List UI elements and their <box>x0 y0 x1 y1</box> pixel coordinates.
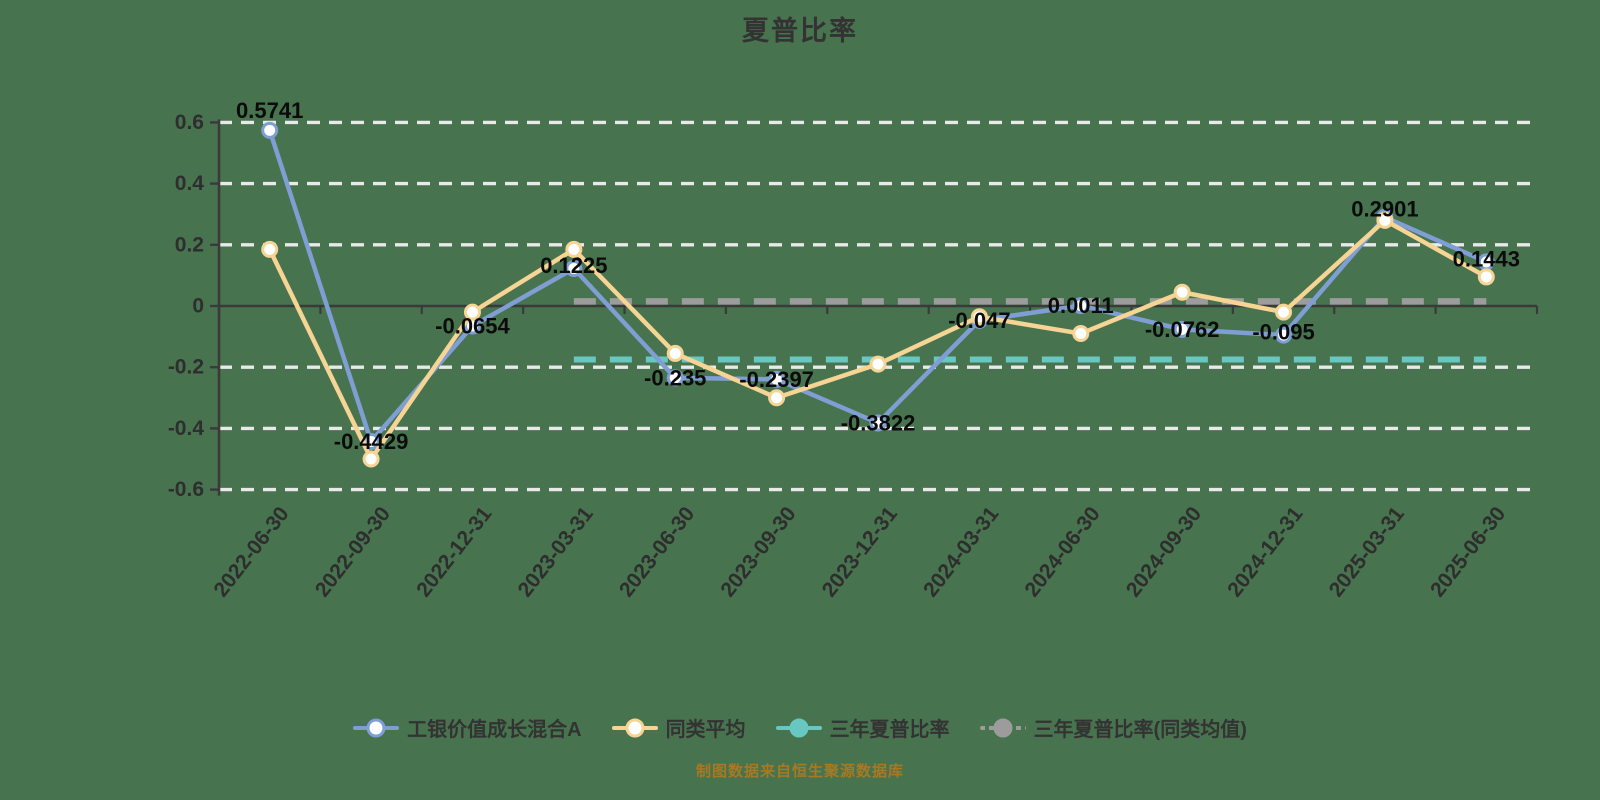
value-label: -0.047 <box>948 308 1010 333</box>
x-axis-label: 2023-06-30 <box>615 503 699 602</box>
peer-data-point <box>565 240 583 258</box>
peer-data-point <box>362 450 380 468</box>
fund-data-point <box>768 370 786 388</box>
legend-label-fund: 工银价值成长混合A <box>407 719 582 741</box>
legend-label-three-year-sharpe: 三年夏普比率 <box>829 719 950 741</box>
value-label: 0.5741 <box>236 98 303 123</box>
peer-data-point <box>1477 268 1495 286</box>
x-axis-label: 2025-06-30 <box>1426 503 1510 602</box>
x-axis-label: 2023-09-30 <box>716 503 800 602</box>
x-axis-label: 2022-09-30 <box>311 503 395 602</box>
value-label: 0.1443 <box>1453 246 1520 271</box>
x-axis-label: 2024-12-31 <box>1223 502 1307 601</box>
y-axis-label: -0.2 <box>168 356 204 379</box>
peer-dot-icon <box>625 718 645 737</box>
value-label: -0.0654 <box>435 314 510 339</box>
x-axis-label: 2025-03-31 <box>1325 502 1409 601</box>
fund-legend-marker <box>353 718 400 738</box>
peer-data-point <box>1072 325 1090 343</box>
fund-data-point <box>1072 297 1090 315</box>
peer-data-point <box>261 240 279 258</box>
y-axis-label: 0.2 <box>175 233 204 256</box>
x-axis-label: 2022-12-31 <box>412 502 496 601</box>
value-label: 0.2901 <box>1351 197 1418 222</box>
peer-data-point <box>768 389 786 407</box>
peer-data-point <box>1376 211 1394 229</box>
peer-data-point <box>463 303 481 321</box>
value-label: 0.0011 <box>1048 293 1114 318</box>
fund-data-point <box>565 260 583 278</box>
three-year-peer-legend-marker <box>979 718 1026 738</box>
legend-item-fund[interactable]: 工银价值成长混合A <box>353 713 582 742</box>
value-label: -0.3822 <box>841 410 916 435</box>
data-source-caption: 制图数据来自恒生聚源数据库 <box>695 763 904 780</box>
peer-data-point <box>1275 303 1293 321</box>
value-label: -0.0762 <box>1145 317 1220 342</box>
peer-data-point <box>666 344 684 362</box>
legend-item-peer-average[interactable]: 同类平均 <box>611 713 746 742</box>
fund-data-point <box>1173 320 1191 338</box>
peer-data-point <box>869 355 887 373</box>
fund-series-line <box>267 128 1489 444</box>
peer-data-point <box>970 308 988 326</box>
fund-data-point <box>1275 326 1293 344</box>
x-axis-label: 2024-09-30 <box>1122 503 1206 602</box>
legend-item-three-year-sharpe[interactable]: 三年夏普比率 <box>775 713 950 742</box>
value-label: 0.1225 <box>540 253 607 278</box>
x-axis-label: 2023-12-31 <box>818 502 902 601</box>
value-label: -0.235 <box>644 365 706 390</box>
y-axis-label: -0.4 <box>168 417 205 440</box>
y-axis-label: 0.4 <box>175 172 205 195</box>
fund-dot-icon <box>366 718 386 737</box>
peer-legend-marker <box>611 718 658 738</box>
value-label: -0.4429 <box>334 429 409 454</box>
fund-data-point <box>261 121 279 139</box>
x-axis-label: 2022-06-30 <box>209 503 293 602</box>
chart-title: 夏普比率 <box>742 16 858 46</box>
y-axis-label: 0.6 <box>175 111 204 134</box>
x-axis-label: 2024-06-30 <box>1020 503 1104 602</box>
legend: 工银价值成长混合A 同类平均 三年夏普比率 三年夏普比率(同类均值) <box>0 713 1600 742</box>
value-label: -0.095 <box>1252 320 1314 345</box>
three-year-dot-icon <box>789 718 809 737</box>
fund-data-point <box>666 369 684 387</box>
legend-label-peer-average: 同类平均 <box>665 719 746 741</box>
fund-data-point <box>869 414 887 432</box>
x-axis-label: 2023-03-31 <box>514 502 598 601</box>
y-axis-label: 0 <box>192 295 204 318</box>
three-year-peer-dot-icon <box>993 718 1013 737</box>
y-axis-label: -0.6 <box>168 478 204 501</box>
x-axis-label: 2024-03-31 <box>919 502 1003 601</box>
legend-item-three-year-sharpe-peer[interactable]: 三年夏普比率(同类均值) <box>979 713 1247 742</box>
peer-data-point <box>1173 283 1191 301</box>
legend-label-three-year-sharpe-peer: 三年夏普比率(同类均值) <box>1033 719 1247 741</box>
value-label: -0.2397 <box>739 367 814 392</box>
three-year-legend-marker <box>775 718 822 738</box>
